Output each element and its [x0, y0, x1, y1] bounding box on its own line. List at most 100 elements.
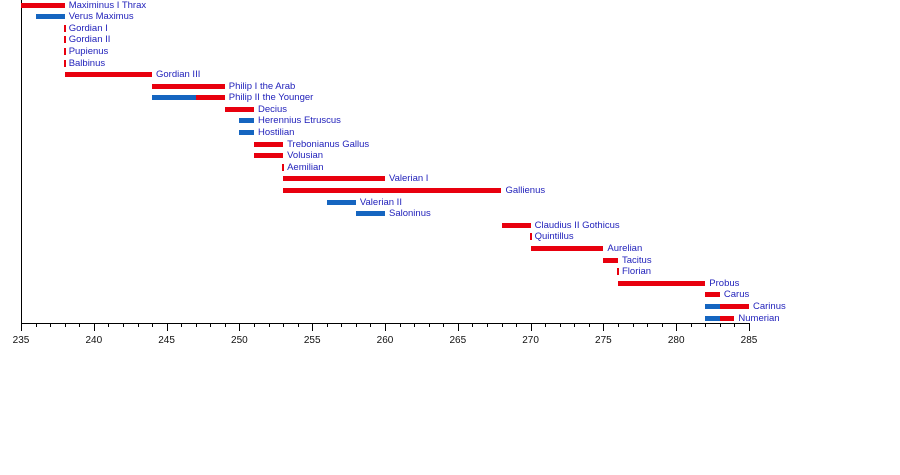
emperor-label[interactable]: Hostilian: [258, 127, 295, 138]
emperor-label[interactable]: Herennius Etruscus: [258, 115, 341, 127]
emperor-label[interactable]: Gallienus: [505, 185, 546, 196]
emperor-label[interactable]: Valerian II: [359, 196, 402, 208]
emperor-label[interactable]: Aemilian: [287, 161, 324, 173]
emperor-label[interactable]: Pupienus: [68, 45, 109, 57]
reign-tick-red: [63, 36, 66, 44]
x-axis-minor-tick: [79, 323, 81, 327]
emperor-label[interactable]: Probus: [709, 277, 740, 289]
x-axis-minor-tick: [545, 323, 547, 327]
emperor-label[interactable]: Philip I the Arab: [228, 80, 296, 92]
emperor-label[interactable]: Carus: [723, 289, 750, 301]
x-axis-minor-tick: [181, 323, 183, 327]
emperor-label[interactable]: Numerian: [738, 312, 780, 324]
x-axis-minor-tick: [618, 323, 619, 327]
reign-tick-red: [63, 24, 66, 32]
reign-bar-blue: [326, 199, 356, 205]
emperor-label[interactable]: Aurelian: [607, 243, 643, 254]
x-axis-minor-tick: [486, 323, 488, 327]
reign-bar-red: [254, 141, 284, 147]
x-axis-minor-tick: [283, 323, 285, 327]
x-axis-minor-tick: [64, 323, 66, 327]
emperor-label[interactable]: Maximinus I Thrax: [68, 0, 147, 11]
x-axis-minor-tick: [137, 323, 139, 327]
x-axis-minor-tick: [224, 323, 226, 327]
x-axis-minor-tick: [152, 323, 153, 327]
x-axis-minor-tick: [559, 323, 561, 327]
reign-bar-blue: [239, 118, 254, 124]
reign-bar-red: [224, 106, 254, 112]
reign-bar-red: [152, 83, 225, 89]
emperor-label[interactable]: Verus Maximus: [68, 11, 134, 23]
x-axis-tick-label: 255: [303, 335, 321, 346]
x-axis-minor-tick: [501, 323, 503, 327]
x-axis-minor-tick: [705, 323, 707, 327]
reign-bar-red: [64, 72, 153, 78]
reign-bar-red: [603, 257, 618, 263]
y-axis-line: [21, 0, 22, 324]
x-axis-tick-label: 240: [85, 335, 103, 346]
reign-tick-red: [63, 59, 66, 67]
x-axis-major-tick: [676, 323, 678, 331]
emperor-label[interactable]: Philip II the Younger: [228, 92, 314, 104]
x-axis-minor-tick: [297, 323, 299, 327]
reign-bar-red: [530, 246, 604, 251]
reign-bar-red: [21, 2, 65, 8]
emperor-label[interactable]: Volusian: [287, 150, 324, 162]
x-axis-minor-tick: [516, 323, 517, 327]
reign-bar-red: [719, 315, 735, 321]
emperor-label[interactable]: Claudius II Gothicus: [534, 219, 620, 231]
emperor-label[interactable]: Gordian I: [68, 22, 108, 34]
reign-bar-blue: [705, 315, 720, 321]
x-axis-minor-tick: [35, 323, 37, 327]
emperor-label[interactable]: Valerian I: [389, 173, 429, 185]
x-axis-major-tick: [239, 323, 241, 331]
reign-tick-red: [617, 268, 619, 276]
reign-bar-blue: [35, 14, 65, 20]
x-axis-minor-tick: [472, 323, 474, 327]
x-axis-minor-tick: [661, 323, 663, 327]
emperor-label[interactable]: Saloninus: [389, 208, 431, 220]
emperor-label[interactable]: Tacitus: [622, 254, 652, 266]
x-axis-minor-tick: [50, 323, 52, 327]
x-axis-tick-label: 265: [449, 335, 467, 346]
reign-bar-red: [705, 292, 720, 298]
x-axis-tick-label: 260: [376, 335, 394, 346]
reign-tick-red: [529, 233, 532, 241]
x-axis-major-tick: [749, 323, 750, 331]
x-axis-minor-tick: [399, 323, 401, 327]
emperor-label[interactable]: Gordian III: [156, 69, 201, 81]
emperor-label[interactable]: Carinus: [753, 300, 786, 312]
x-axis-minor-tick: [122, 323, 124, 327]
emperor-label[interactable]: Balbinus: [68, 57, 106, 69]
x-axis-tick-label: 280: [667, 335, 685, 346]
reign-bar-blue: [239, 130, 254, 135]
x-axis-major-tick: [166, 323, 168, 331]
emperor-label[interactable]: Florian: [622, 266, 652, 278]
x-axis-minor-tick: [690, 323, 692, 327]
emperor-label[interactable]: Gordian II: [68, 34, 111, 46]
x-axis-major-tick: [385, 323, 386, 331]
reign-bar-red: [254, 153, 284, 159]
reign-bar-blue: [705, 303, 720, 309]
x-axis-minor-tick: [370, 323, 372, 327]
x-axis-major-tick: [312, 323, 314, 331]
x-axis-minor-tick: [355, 323, 357, 327]
x-axis-tick-label: 285: [740, 335, 758, 346]
x-axis-tick-label: 275: [595, 335, 612, 346]
reign-bar-blue: [355, 211, 385, 217]
reign-bar-red: [719, 303, 749, 309]
x-axis-tick-label: 270: [522, 335, 539, 346]
reign-bar-red: [501, 222, 531, 228]
x-axis-minor-tick: [574, 323, 576, 327]
emperor-label[interactable]: Quintillus: [534, 231, 574, 243]
emperor-label[interactable]: Trebonianus Gallus: [287, 138, 370, 150]
reign-tick-red: [63, 47, 66, 55]
x-axis-minor-tick: [268, 323, 270, 327]
x-axis-tick-label: 235: [12, 335, 30, 346]
reign-bar-red: [618, 280, 706, 286]
x-axis-minor-tick: [341, 323, 343, 327]
reign-bar-blue: [152, 95, 196, 101]
reign-bar-red: [283, 188, 502, 193]
emperor-label[interactable]: Decius: [258, 103, 288, 115]
